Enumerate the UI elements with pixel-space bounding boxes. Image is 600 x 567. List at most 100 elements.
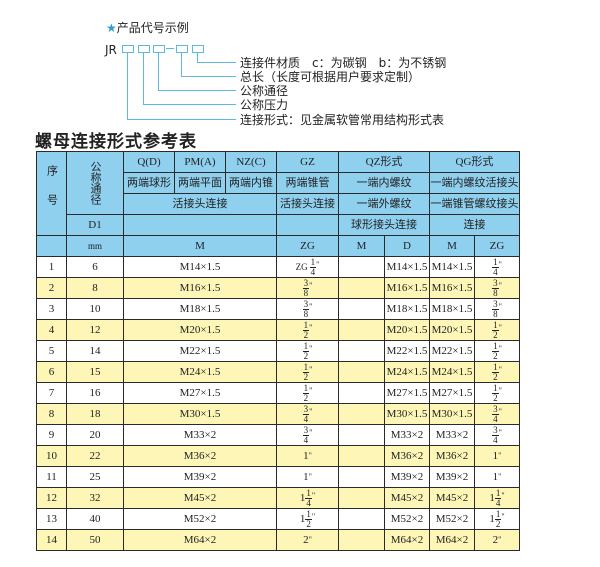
inch-mark: " [309, 406, 313, 416]
cell-qz-d: M45×2 [384, 487, 430, 509]
inch-mark: " [309, 385, 313, 395]
cell-qz-m [338, 340, 385, 362]
cell-qz-d: M36×2 [384, 445, 430, 467]
numerator: 1 [492, 361, 499, 373]
cell-qg-m: M36×2 [429, 445, 475, 467]
cell-qg-zg: 2" [474, 529, 520, 551]
denominator: 2 [493, 371, 498, 382]
cell-qz-m [338, 445, 385, 467]
label-length: 总长（长度可根据用户要求定制） [240, 70, 421, 84]
whole-part: 1 [303, 450, 309, 462]
denominator: 4 [493, 266, 498, 277]
cell-zg: 1" [276, 466, 339, 488]
cell-m: M16×1.5 [123, 277, 277, 299]
cell-qg-zg: 3 8 " [474, 298, 520, 320]
table-row: 4 12 M20×1.5 1 2 " M20×1.5 M20×1.5 1 2 " [36, 319, 520, 341]
cell-qz-d: M64×2 [384, 529, 430, 551]
header-qz-d: D [384, 235, 430, 257]
code-dash [166, 48, 174, 49]
cell-dn: 20 [66, 424, 124, 446]
cell-seq: 12 [36, 487, 67, 509]
numerator: 1 [492, 382, 499, 394]
cell-seq: 8 [36, 403, 67, 425]
cell-zg: ZG 1 4 " [276, 256, 339, 278]
denominator: 4 [306, 497, 311, 508]
cell-dn: 16 [66, 382, 124, 404]
numerator: 3 [302, 298, 310, 310]
cell-seq: 9 [36, 424, 67, 446]
cell-qg-m: M64×2 [429, 529, 475, 551]
inch-mark: " [498, 280, 502, 290]
whole-part: 2 [492, 534, 499, 546]
inch-mark: " [498, 385, 502, 395]
table-row: 10 22 M36×2 1" M36×2 M36×2 1" [36, 445, 520, 467]
header-empty [276, 214, 339, 236]
header-qg-desc: 一端内螺纹活接头 [429, 172, 520, 194]
denominator: 8 [303, 287, 309, 298]
cell-seq: 4 [36, 319, 67, 341]
numerator: 3 [302, 424, 310, 436]
header-dn: 公称通径 [66, 151, 124, 215]
inch-mark: " [308, 472, 312, 481]
table-row: 3 10 M18×1.5 3 8 " M18×1.5 M18×1.5 3 8 " [36, 298, 520, 320]
cell-zg: 3 8 " [276, 277, 339, 299]
cell-dn: 18 [66, 403, 124, 425]
cell-m: M45×2 [123, 487, 277, 509]
cell-dn: 32 [66, 487, 124, 509]
whole-part: 2 [303, 534, 309, 546]
inch-mark: " [309, 427, 313, 437]
table-row: 6 15 M24×1.5 1 2 " M24×1.5 M24×1.5 1 2 " [36, 361, 520, 383]
cell-seq: 5 [36, 340, 67, 362]
inch-mark: " [311, 511, 316, 521]
cell-qg-m: M27×1.5 [429, 382, 475, 404]
table-row: 12 32 M45×2 1 1 4 " M45×2 M45×2 1 1 4 " [36, 487, 520, 509]
inch-mark: " [308, 451, 312, 460]
cell-dn: 22 [66, 445, 124, 467]
cell-qg-zg: 1 2 " [474, 361, 520, 383]
cell-qg-m: M52×2 [429, 508, 475, 530]
whole-part: 1 [492, 450, 499, 462]
denominator: 8 [493, 308, 498, 319]
table-row: 11 25 M39×2 1" M39×2 M39×2 1" [36, 466, 520, 488]
whole-part: 1 [492, 471, 499, 483]
table-row: 9 20 M33×2 3 4 " M33×2 M33×2 3 4 " [36, 424, 520, 446]
denominator: 2 [493, 350, 498, 361]
table-row: 2 8 M16×1.5 3 8 " M16×1.5 M16×1.5 3 8 " [36, 277, 520, 299]
cell-qz-d: M16×1.5 [384, 277, 430, 299]
leader-line [181, 52, 182, 76]
table-row: 14 50 M64×2 2" M64×2 M64×2 2" [36, 529, 520, 551]
cell-qz-d: M27×1.5 [384, 382, 430, 404]
inch-mark: " [498, 472, 502, 481]
numerator: 1 [492, 340, 499, 352]
header-qg: QG形式 [429, 151, 520, 173]
cell-m: M39×2 [123, 466, 277, 488]
numerator: 3 [302, 277, 310, 289]
cell-qz-d: M52×2 [384, 508, 430, 530]
numerator: 1 [305, 487, 312, 499]
whole-part: 1 [299, 512, 306, 525]
cell-m: M27×1.5 [123, 382, 277, 404]
leader-line [197, 62, 236, 63]
denominator: 2 [303, 329, 309, 340]
cell-qg-m: M24×1.5 [429, 361, 475, 383]
section-heading: 螺母连接形式参考表 [35, 132, 197, 152]
inch-mark: " [498, 301, 502, 311]
cell-qz-m [338, 277, 385, 299]
header-qz-conn2: 球形接头连接 [338, 214, 430, 236]
cell-qz-m [338, 508, 385, 530]
header-qz-desc: 一端内螺纹 [338, 172, 430, 194]
cell-qz-m [338, 424, 385, 446]
header-nz-desc: 两端内锥 [225, 172, 277, 194]
inch-mark: " [311, 490, 316, 500]
code-box-material [192, 45, 204, 53]
cell-qg-zg: 1 2 " [474, 340, 520, 362]
cell-zg: 3 4 " [276, 403, 339, 425]
cell-qz-m [338, 487, 385, 509]
cell-qz-m [338, 298, 385, 320]
